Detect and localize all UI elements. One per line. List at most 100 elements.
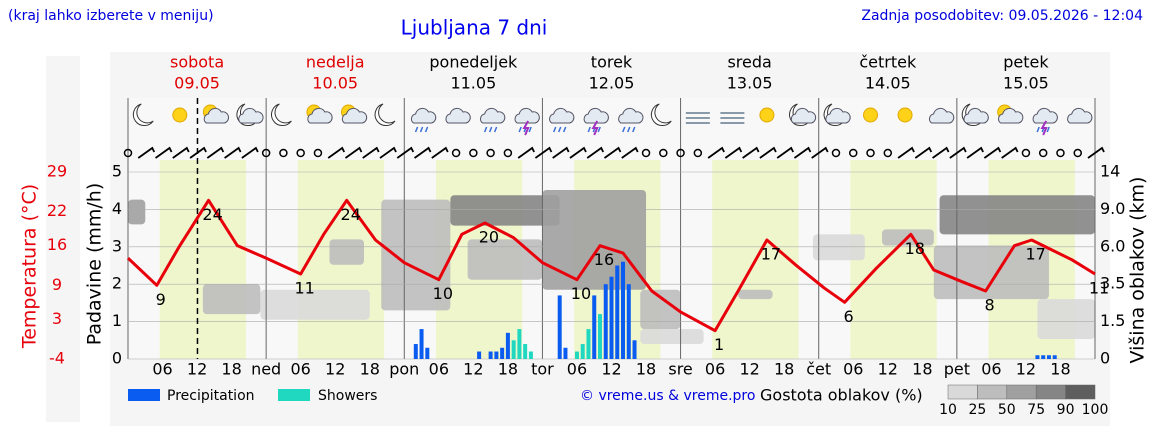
wind-barb — [949, 146, 967, 159]
temp-label: 1 — [714, 335, 724, 354]
precip-bar — [592, 295, 597, 359]
x-tick-label: 12 — [325, 360, 345, 379]
cloud-scale-cell — [1035, 384, 1066, 400]
x-tick-label: 06 — [152, 360, 172, 379]
cloud-layer — [542, 189, 647, 290]
wind-calm — [659, 148, 668, 158]
wind-calm — [451, 148, 461, 158]
precip-bar — [580, 344, 585, 359]
x-tick-label: 12 — [601, 360, 621, 379]
temp-label: 6 — [844, 307, 854, 326]
cloud — [341, 107, 368, 124]
x-tick-label: 12 — [1016, 360, 1036, 379]
weather-icon — [583, 107, 609, 136]
precip-bar — [477, 351, 482, 359]
x-tick-label: 18 — [221, 360, 241, 379]
cloud-layer — [640, 289, 681, 330]
x-tick-label: sre — [668, 360, 692, 379]
wind-calm — [676, 148, 685, 158]
wind-barb — [172, 146, 190, 159]
x-tick-label: čet — [806, 360, 831, 379]
x-tick-label: tor — [531, 360, 554, 379]
precip-bar — [609, 276, 614, 359]
x-tick-label: ned — [251, 360, 281, 379]
x-tick-label: 12 — [463, 360, 483, 379]
weather-icon — [306, 104, 333, 124]
cloud — [514, 107, 540, 124]
x-tick-label: 12 — [187, 360, 207, 379]
weather-icon — [650, 103, 672, 127]
precip-bar — [563, 347, 568, 359]
cloud — [307, 107, 333, 124]
weather-icon — [480, 107, 506, 133]
precip-axis-title: Padavine (mm/h) — [84, 183, 106, 346]
cloud — [825, 107, 851, 124]
temp-tick-label: 22 — [47, 201, 67, 220]
precip-bar — [425, 347, 430, 359]
precip-bar — [523, 344, 528, 359]
precip-bar — [488, 351, 493, 359]
cloud-layer — [1037, 299, 1095, 340]
cloud — [238, 107, 264, 124]
temp-label: 24 — [341, 205, 361, 224]
x-tick-label: 18 — [774, 360, 794, 379]
wind-calm — [641, 148, 651, 158]
rain — [483, 126, 498, 133]
rain — [622, 126, 636, 133]
day-name: petek — [1003, 53, 1049, 72]
temp-label: 8 — [985, 296, 995, 315]
wind-barb — [759, 146, 777, 159]
day-date: 14.05 — [865, 74, 911, 93]
temp-label: 17 — [1026, 245, 1046, 264]
weather-icon — [1032, 107, 1058, 136]
x-tick-label: 06 — [290, 360, 310, 379]
temp-label: 24 — [202, 205, 222, 224]
cloud-layer — [381, 199, 451, 311]
weather-icon — [789, 103, 817, 127]
day-date: 09.05 — [174, 74, 220, 93]
weather-icon — [897, 107, 913, 123]
wind-calm — [503, 148, 513, 158]
precip-bar — [557, 295, 562, 359]
wind-barb — [966, 146, 984, 159]
wind-calm — [1038, 148, 1048, 158]
wind-barb — [137, 146, 156, 159]
weather-icon — [340, 104, 368, 124]
weather-icon — [618, 107, 644, 133]
temp-tick-label: 16 — [47, 235, 67, 254]
wind-barb — [534, 146, 553, 159]
wind-barb — [1001, 146, 1019, 159]
wind-calm — [1056, 148, 1065, 158]
wind-calm — [1021, 148, 1031, 158]
day-name: četrtek — [859, 53, 917, 72]
day-date: 11.05 — [450, 74, 496, 93]
cloud-scale-title: Gostota oblakov (%) — [760, 386, 923, 405]
x-tick-label: 06 — [429, 360, 449, 379]
cloud — [203, 107, 230, 124]
wind-barb — [621, 146, 639, 159]
legend-swatch — [278, 389, 310, 401]
credit: © vreme.us & vreme.pro — [580, 388, 755, 404]
weather-icon — [823, 103, 851, 127]
cloud — [618, 107, 644, 124]
precip-bar — [419, 329, 424, 359]
cloud-layer — [933, 245, 1049, 300]
precip-bar — [586, 329, 591, 359]
bolt — [522, 120, 530, 136]
wind-barb — [224, 146, 242, 159]
y2-tick-label: 14 — [1100, 162, 1120, 181]
wind-barb — [155, 146, 173, 159]
precip-bar — [621, 261, 626, 359]
menu-note: (kraj lahko izberete v meniju) — [8, 8, 214, 24]
cloud — [998, 107, 1024, 124]
wind-barb — [414, 146, 432, 159]
weather-icon — [410, 107, 437, 133]
wind-barb — [932, 146, 950, 159]
weather-icon — [863, 107, 879, 123]
weather-icon — [202, 104, 230, 124]
precip-bar — [1052, 355, 1057, 359]
weather-icon — [928, 107, 955, 124]
x-tick-label: 12 — [739, 360, 759, 379]
wind-barb — [586, 146, 605, 159]
x-tick-label: 18 — [1050, 360, 1070, 379]
